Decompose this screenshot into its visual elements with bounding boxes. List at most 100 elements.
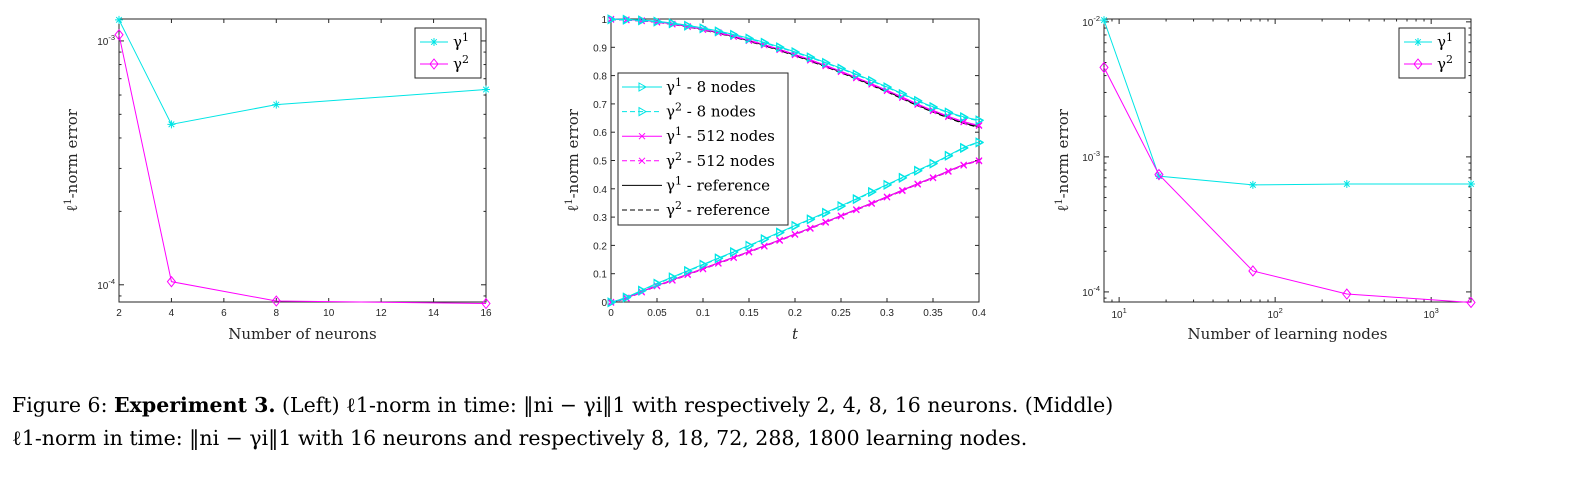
data-point bbox=[115, 15, 123, 24]
x-tick-label: 101 bbox=[1111, 306, 1126, 321]
y-tick-label: 1 bbox=[601, 15, 607, 26]
data-point bbox=[760, 243, 768, 250]
data-point bbox=[822, 208, 831, 218]
data-point bbox=[271, 295, 281, 307]
data-point bbox=[684, 21, 693, 31]
chart-right-learning-nodes: 101 102 103 10-2 10-3 10-4 Number of learning … bbox=[1054, 14, 1476, 343]
y-tick-label: 0.5 bbox=[593, 157, 607, 168]
data-point bbox=[714, 26, 724, 37]
data-point bbox=[114, 28, 124, 41]
caption-line-1: Figure 6: Experiment 3. (Left) ℓ1-norm i… bbox=[12, 389, 1567, 422]
series-2 bbox=[607, 14, 985, 308]
x-axis-label: Number of learning nodes bbox=[1188, 325, 1388, 343]
data-point bbox=[944, 107, 954, 118]
data-point bbox=[960, 112, 969, 123]
y-tick-label: 0.1 bbox=[593, 270, 607, 281]
legend-marker bbox=[638, 132, 646, 140]
series-line bbox=[118, 34, 487, 305]
data-point bbox=[1248, 265, 1258, 277]
data-point bbox=[166, 275, 177, 288]
x-tick-label: 2 bbox=[116, 308, 122, 319]
series-1 bbox=[1100, 16, 1475, 189]
y-tick-label: 0.9 bbox=[593, 43, 607, 54]
data-point bbox=[944, 151, 954, 161]
data-point bbox=[730, 30, 739, 40]
data-point bbox=[975, 115, 985, 126]
data-point bbox=[1342, 179, 1351, 188]
y-tick-label: 0.8 bbox=[593, 72, 607, 83]
data-point bbox=[944, 113, 952, 121]
data-point bbox=[852, 69, 862, 80]
series-2 bbox=[114, 28, 491, 310]
series-line-decreasing bbox=[610, 19, 980, 122]
data-point bbox=[1342, 288, 1352, 300]
legend-label: γ2 bbox=[1437, 53, 1453, 73]
legend-marker bbox=[638, 82, 648, 92]
series-line bbox=[118, 19, 487, 125]
data-point bbox=[714, 253, 724, 264]
data-point bbox=[806, 225, 814, 232]
x-tick-label: 0 bbox=[608, 308, 614, 319]
y-axis-label: ℓ1-norm error bbox=[63, 108, 81, 212]
data-point bbox=[607, 297, 617, 308]
data-point bbox=[868, 200, 876, 208]
x-tick-label: 0.1 bbox=[696, 308, 710, 319]
y-tick-label: 10-3 bbox=[97, 33, 115, 48]
x-tick-label: 0.3 bbox=[880, 308, 894, 319]
data-point bbox=[1100, 16, 1108, 25]
legend-label: γ1 - 8 nodes bbox=[666, 76, 756, 96]
data-point bbox=[975, 157, 983, 165]
y-tick-label: 0 bbox=[601, 298, 607, 309]
x-tick-label: 4 bbox=[169, 308, 175, 319]
x-axis-label: Number of neurons bbox=[228, 325, 377, 343]
data-point bbox=[622, 292, 632, 303]
data-point bbox=[607, 14, 617, 25]
y-axis-label: ℓ1-norm error bbox=[564, 108, 582, 212]
data-point bbox=[1467, 179, 1475, 188]
data-point bbox=[776, 227, 785, 238]
x-tick-label: 0.25 bbox=[831, 308, 851, 319]
series-2 bbox=[1099, 61, 1476, 309]
data-point bbox=[1099, 61, 1109, 74]
x-tick-label: 16 bbox=[480, 308, 492, 319]
data-point bbox=[898, 187, 906, 195]
data-point bbox=[699, 260, 709, 270]
caption-rest: (Left) ℓ1-norm in time: ‖ni − γi‖1 with … bbox=[275, 393, 1114, 417]
data-point bbox=[822, 219, 830, 226]
data-point bbox=[852, 194, 862, 205]
caption-bold: Experiment 3. bbox=[114, 393, 276, 417]
legend-label: γ2 - 8 nodes bbox=[666, 101, 756, 121]
data-point bbox=[699, 23, 709, 34]
y-tick-label: 0.2 bbox=[593, 241, 607, 252]
x-tick-label: 6 bbox=[221, 308, 227, 319]
data-point bbox=[806, 214, 816, 225]
y-tick-label: 0.4 bbox=[593, 185, 607, 196]
x-tick-label: 0.15 bbox=[739, 308, 759, 319]
series-line-increasing bbox=[610, 142, 980, 304]
chart-left-neurons: 2 4 6 8 10 12 14 16 10-3 10-4 Number of neurons ℓ1-… bbox=[63, 15, 492, 343]
data-point bbox=[776, 237, 784, 244]
data-point bbox=[1248, 180, 1257, 189]
series-line bbox=[1103, 67, 1472, 303]
data-point bbox=[745, 248, 753, 256]
data-point bbox=[883, 180, 893, 191]
x-axis-label: t bbox=[792, 325, 799, 343]
y-tick-label: 10-4 bbox=[1082, 284, 1100, 299]
legend-label: γ1 bbox=[1437, 31, 1453, 51]
legend-label: γ2 - reference bbox=[666, 199, 770, 219]
legend-marker bbox=[638, 157, 646, 165]
legend-box bbox=[617, 72, 789, 226]
data-point bbox=[791, 231, 799, 239]
x-tick-label: 0.4 bbox=[972, 308, 986, 319]
data-point bbox=[167, 120, 176, 129]
data-point bbox=[868, 187, 877, 198]
caption-line-2: ℓ1-norm in time: ‖ni − γi‖1 with 16 neur… bbox=[12, 426, 1028, 450]
data-point bbox=[1154, 172, 1163, 181]
legend-marker bbox=[429, 58, 439, 70]
legend: γ1 - 8 nodes γ2 - 8 nodes γ1 - 512 nodes γ2… bbox=[617, 72, 789, 226]
caption-prefix: Figure 6: bbox=[12, 393, 115, 417]
data-point bbox=[622, 15, 632, 25]
data-point bbox=[745, 241, 755, 251]
series-line-increasing bbox=[610, 141, 980, 303]
data-point bbox=[898, 89, 908, 100]
